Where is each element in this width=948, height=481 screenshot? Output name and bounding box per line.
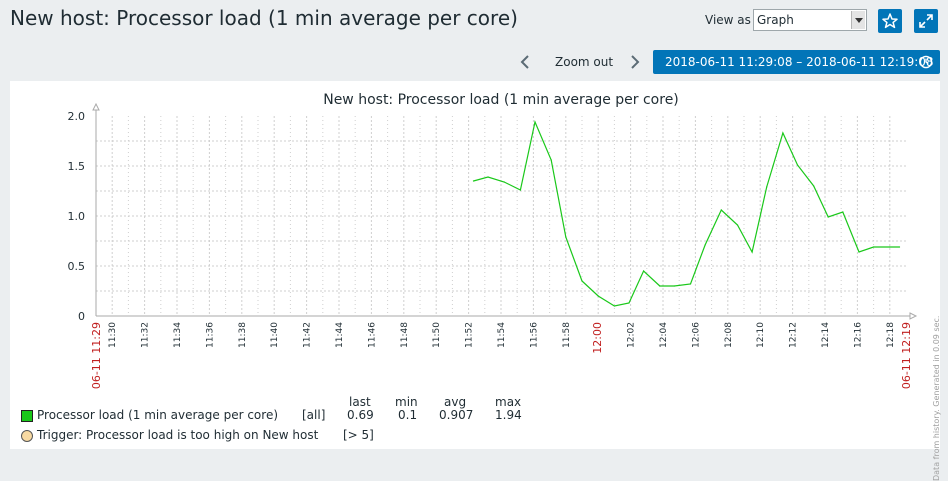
chart-data-point [858, 251, 860, 253]
chart-data-point [581, 280, 583, 282]
chart-x-range-label: 06-11 12:19 [900, 322, 913, 389]
chart-x-tick-label: 11:58 [562, 322, 572, 348]
chart-y-tick-label: 2.0 [68, 110, 86, 123]
chart-data-point [889, 246, 891, 248]
chart-data-point [487, 176, 489, 178]
chart-data-point [613, 305, 616, 307]
page-title: New host: Processor load (1 min average … [10, 6, 518, 30]
chart-data-point [628, 302, 630, 304]
legend-series-function: [all] [302, 408, 326, 422]
chart-x-tick-label: 11:30 [108, 322, 118, 348]
next-period-button[interactable] [625, 52, 645, 72]
chart-data-point [842, 211, 844, 213]
chart-data-point [472, 180, 475, 182]
view-as-label: View as [705, 13, 751, 27]
chart-x-tick-label: 11:52 [465, 322, 475, 348]
chart-data-point [796, 164, 799, 166]
star-icon [882, 13, 898, 29]
fullscreen-icon [919, 14, 933, 28]
previous-period-button[interactable] [515, 52, 535, 72]
chart-x-tick-label: 11:48 [400, 322, 410, 348]
chart-data-point [689, 283, 692, 285]
chart-data-point [827, 216, 829, 218]
chart-data-point [873, 246, 875, 248]
chart-x-tick-label: 12:04 [659, 322, 669, 348]
chart-x-range-label: 06-11 11:29 [90, 322, 103, 389]
chart-x-tick-label: 12:18 [886, 322, 896, 348]
time-range-button[interactable]: 2018-06-11 11:29:08 – 2018-06-11 12:19:0… [653, 50, 940, 74]
legend-series-name: Processor load (1 min average per core) [37, 408, 279, 422]
chart-x-tick-label: 12:16 [853, 322, 863, 348]
chevron-right-icon [631, 55, 640, 69]
chart-x-tick-label: 12:08 [724, 322, 734, 348]
legend-header-last: last [349, 395, 371, 409]
chart-data-point [550, 159, 552, 161]
chart-data-point [766, 186, 768, 188]
chart-x-tick-label: 11:44 [335, 322, 345, 348]
chart-data-point [736, 224, 739, 226]
chevron-down-icon[interactable] [851, 11, 865, 29]
chart-x-tick-label: 11:54 [497, 322, 507, 348]
chart-data-point [704, 244, 706, 246]
add-to-favourites-button[interactable] [878, 9, 902, 33]
chart-x-tick-label: 11:40 [270, 322, 280, 348]
chart-x-axis-arrow [909, 312, 918, 320]
legend-series-swatch [21, 410, 33, 422]
chart-data-point [813, 185, 815, 187]
chart-x-tick-label: 12:06 [691, 322, 701, 348]
legend-value-avg: 0.907 [439, 408, 474, 422]
chart-x-tick-label: 12:00 [591, 322, 604, 354]
legend-trigger-condition: [> 5] [343, 428, 374, 442]
legend-value-last: 0.69 [347, 408, 374, 422]
chart-data-point [720, 209, 722, 211]
legend-value-min: 0.1 [398, 408, 418, 422]
graph-generation-note: Data from history. Generated in 0.09 sec… [932, 315, 941, 481]
chart-x-tick-label: 11:46 [367, 322, 377, 348]
chart-data-point [898, 246, 901, 248]
view-as-select[interactable]: Graph [753, 9, 867, 31]
chart-data-point [642, 270, 645, 272]
legend-header-min: min [395, 395, 418, 409]
view-as-selected-value: Graph [757, 13, 794, 27]
chart-data-point [659, 285, 661, 287]
chart-x-tick-label: 11:36 [205, 322, 215, 348]
chart-x-tick-label: 12:14 [821, 322, 831, 348]
chart-y-tick-label: 0.5 [68, 260, 86, 273]
legend-header-max: max [495, 395, 522, 409]
chart-x-tick-label: 11:38 [238, 322, 248, 348]
chart-data-point [597, 295, 599, 297]
chart-data-point [503, 181, 505, 183]
legend-trigger-swatch [21, 430, 33, 442]
chart-x-tick-label: 11:32 [141, 322, 151, 348]
chart-x-tick-label: 12:10 [756, 322, 766, 348]
chart-data-point [519, 189, 522, 191]
chart-data-point [751, 251, 753, 253]
time-range-label: 2018-06-11 11:29:08 – 2018-06-11 12:19:0… [665, 55, 934, 69]
chevron-left-icon [520, 55, 529, 69]
clock-icon [919, 55, 933, 69]
chart-y-axis-arrow [92, 102, 100, 111]
chart-series-line [473, 120, 900, 307]
chart-x-tick-label: 11:42 [303, 322, 313, 348]
chart-x-tick-label: 11:34 [173, 322, 183, 348]
chart-data-point [534, 121, 536, 123]
chart-title: New host: Processor load (1 min average … [323, 92, 679, 108]
chart-data-point [565, 236, 567, 238]
fullscreen-button[interactable] [914, 9, 938, 33]
chart-x-tick-label: 11:50 [432, 322, 442, 348]
processor-load-chart: New host: Processor load (1 min average … [68, 92, 918, 389]
chart-data-point [673, 285, 675, 287]
chart-data-point [782, 132, 784, 134]
chart-y-tick-label: 1.5 [68, 160, 86, 173]
legend-header-avg: avg [444, 395, 467, 409]
legend-value-max: 1.94 [495, 408, 522, 422]
zoom-out-button[interactable]: Zoom out [555, 55, 614, 69]
chart-x-tick-label: 11:56 [529, 322, 539, 348]
chart-y-tick-label: 1.0 [68, 210, 86, 223]
chart-x-tick-label: 12:12 [789, 322, 799, 348]
chart-x-tick-label: 12:02 [627, 322, 637, 348]
chart-y-tick-label: 0 [78, 310, 85, 323]
graph-panel: New host: Processor load (1 min average … [10, 81, 941, 481]
legend-trigger-name: Trigger: Processor load is too high on N… [37, 428, 319, 442]
